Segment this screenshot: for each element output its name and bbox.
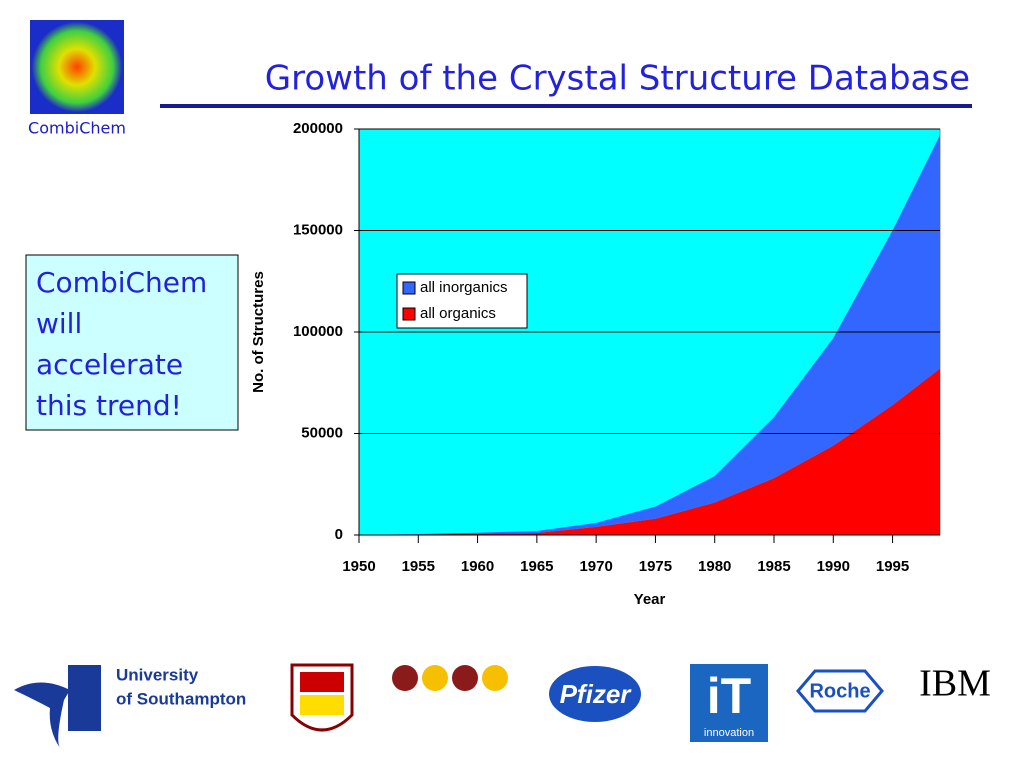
x-axis-label: Year bbox=[634, 591, 666, 608]
it-text: iT bbox=[707, 668, 751, 724]
callout-line: will bbox=[36, 307, 82, 340]
y-axis-label: No. of Structures bbox=[250, 271, 267, 393]
x-tick-label: 1975 bbox=[639, 558, 672, 575]
area bbox=[359, 135, 940, 535]
crest bbox=[290, 663, 354, 732]
y-tick-label: 0 bbox=[335, 526, 343, 543]
logo-caption: CombiChem bbox=[28, 119, 126, 138]
x-tick-label: 1985 bbox=[757, 558, 790, 575]
it-sub: innovation bbox=[704, 727, 754, 739]
ibm-text: IBM bbox=[919, 663, 991, 705]
southampton-logo: University of Southampton bbox=[14, 665, 246, 748]
x-tick-label: 1955 bbox=[402, 558, 435, 575]
x-tick-label: 1980 bbox=[698, 558, 731, 575]
area bbox=[359, 368, 940, 535]
legend-swatch bbox=[402, 307, 416, 321]
x-tick-label: 1960 bbox=[461, 558, 494, 575]
legend-box bbox=[396, 273, 528, 329]
legend-label: all organics bbox=[420, 305, 496, 322]
pfizer-logo: Pfizer bbox=[549, 666, 641, 722]
southampton-line: of Southampton bbox=[116, 689, 246, 708]
callout: CombiChem will accelerate this trend! bbox=[36, 266, 207, 422]
roche-logo: Roche bbox=[796, 669, 884, 713]
y-tick-label: 200000 bbox=[293, 120, 343, 137]
y-tick-label: 50000 bbox=[301, 424, 343, 441]
legend-label: all inorganics bbox=[420, 279, 508, 296]
it-logo: iT innovation bbox=[690, 664, 768, 742]
callout-line: this trend! bbox=[36, 389, 182, 422]
callout-line: CombiChem bbox=[36, 266, 207, 299]
logo-sphere bbox=[32, 22, 122, 112]
slide-title: Growth of the Crystal Structure Database bbox=[265, 59, 970, 99]
x-tick-label: 1965 bbox=[520, 558, 553, 575]
x-tick-label: 1970 bbox=[579, 558, 612, 575]
southampton-line: University bbox=[116, 665, 199, 684]
x-tick-label: 1950 bbox=[342, 558, 375, 575]
x-tick-label: 1995 bbox=[876, 558, 909, 575]
y-tick-label: 150000 bbox=[293, 221, 343, 238]
legend-swatch bbox=[402, 281, 416, 295]
dots-logo bbox=[392, 665, 508, 691]
callout-line: accelerate bbox=[36, 348, 183, 381]
callout-box bbox=[25, 254, 239, 431]
roche-text: Roche bbox=[809, 680, 870, 702]
x-tick-label: 1990 bbox=[817, 558, 850, 575]
y-tick-label: 100000 bbox=[293, 323, 343, 340]
pfizer-text: Pfizer bbox=[560, 679, 633, 709]
